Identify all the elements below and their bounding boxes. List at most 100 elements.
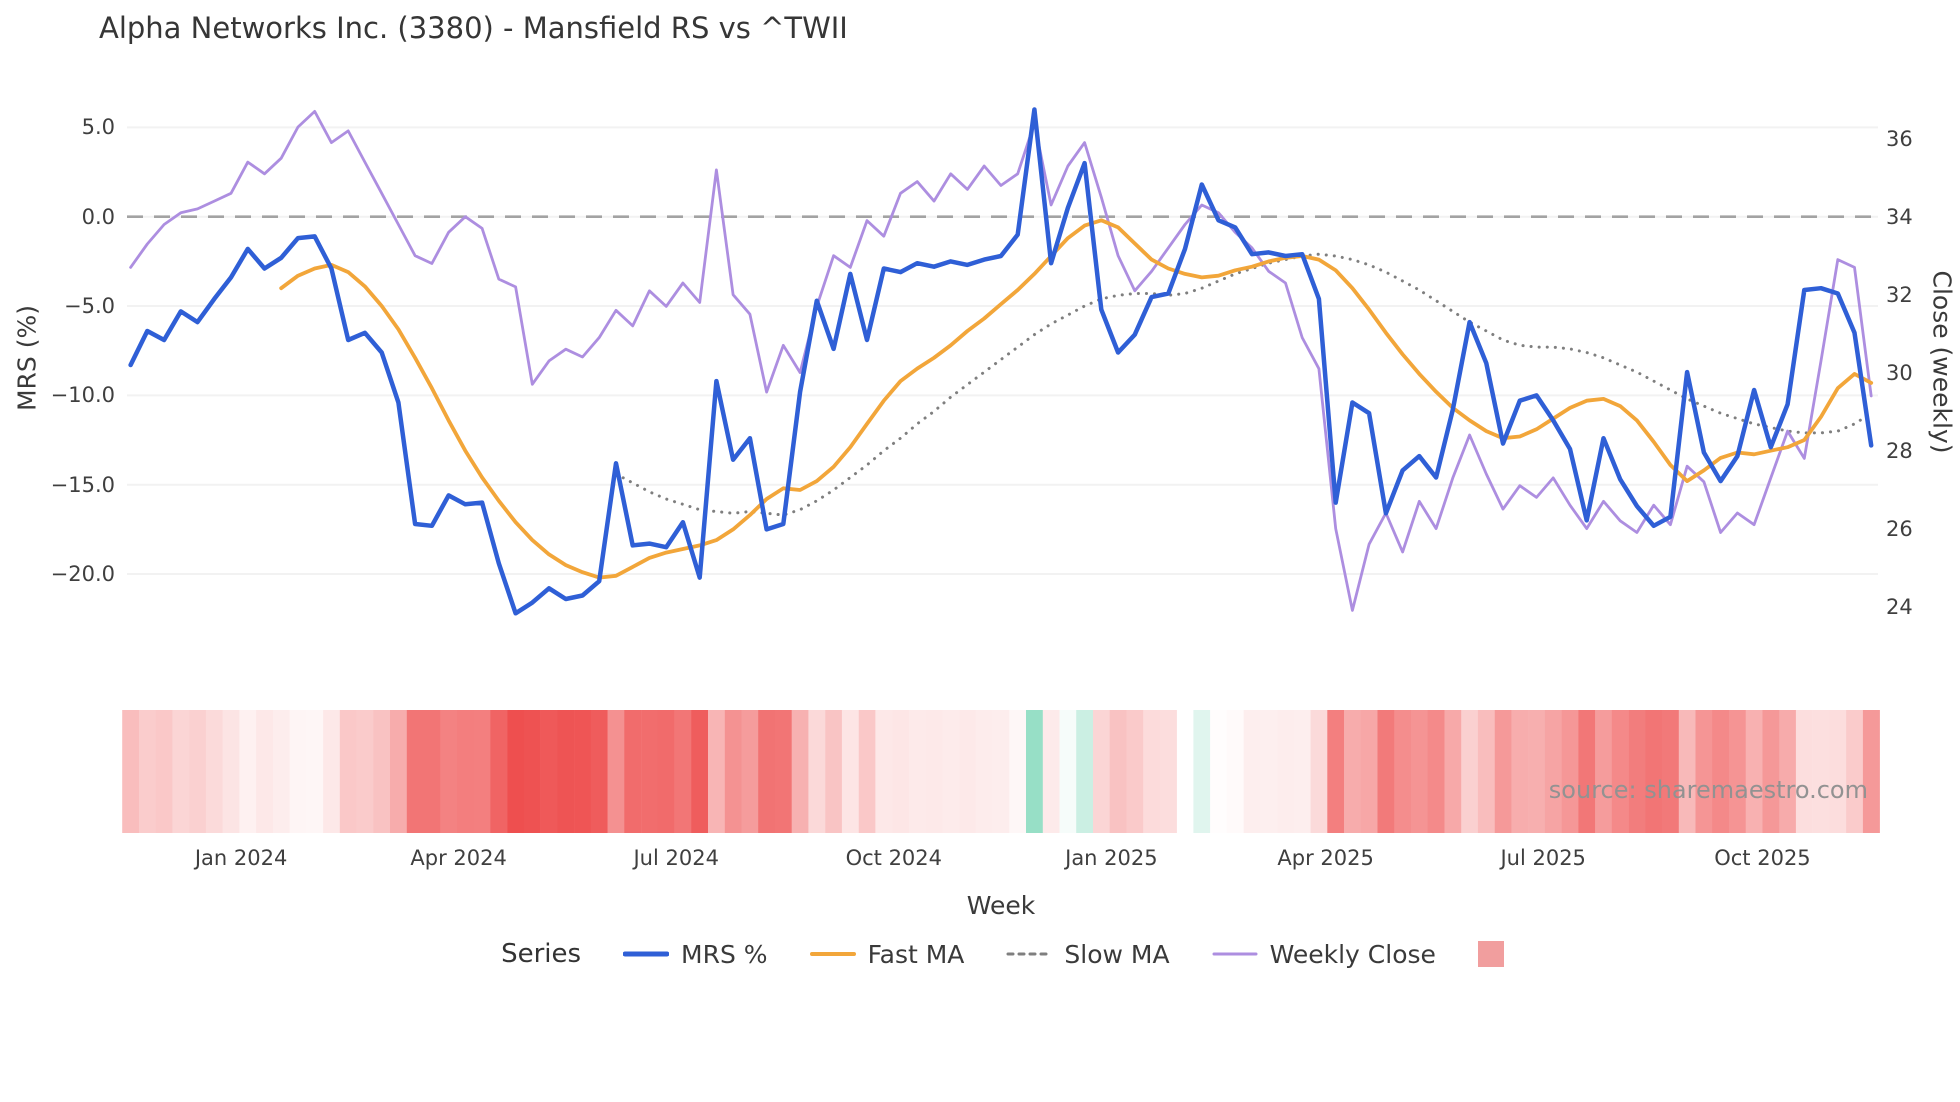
heatmap-cell <box>239 710 257 833</box>
heatmap-cell <box>356 710 374 833</box>
heatmap-cell <box>1544 710 1562 833</box>
heatmap-cell <box>490 710 508 833</box>
heatmap-cell <box>1293 710 1311 833</box>
heatmap-cell <box>1745 710 1763 833</box>
heatmap-cell <box>1494 710 1512 833</box>
heatmap-cell <box>1528 710 1546 833</box>
heatmap-cell <box>1009 710 1027 833</box>
x-tick-label: Jul 2025 <box>1500 846 1586 870</box>
heatmap-cell <box>791 710 809 833</box>
heatmap-cell <box>1344 710 1361 833</box>
heatmap-cell <box>390 710 407 833</box>
heatmap-cell <box>892 710 910 833</box>
heatmap-cell <box>657 710 675 833</box>
heatmap-cell <box>1427 710 1445 833</box>
series-line-slow-ma <box>614 252 1873 517</box>
heatmap-cell <box>1126 710 1144 833</box>
heatmap-cell <box>875 710 893 833</box>
heatmap-cell <box>557 710 575 833</box>
legend: Series MRS % Fast MA Slow MA Weekly Close <box>127 929 1878 979</box>
legend-item: Fast MA <box>809 940 964 969</box>
heatmap-cell <box>1059 710 1077 833</box>
heatmap-cell <box>1109 710 1127 833</box>
heatmap-cell <box>1143 710 1161 833</box>
heatmap-cell <box>641 710 659 833</box>
heatmap-cell <box>858 710 876 833</box>
legend-item-label: Slow MA <box>1064 939 1170 969</box>
heatmap-cell <box>1411 710 1428 833</box>
heatmap-cell <box>808 710 826 833</box>
heatmap-cell <box>825 710 843 833</box>
heatmap-cell <box>1327 710 1345 833</box>
legend-items: MRS % Fast MA Slow MA Weekly Close <box>623 940 1504 969</box>
legend-swatch-solid <box>809 952 856 956</box>
heatmap-cell <box>1511 710 1529 833</box>
heatmap-cell <box>1561 710 1579 833</box>
heatmap-cell <box>1611 710 1629 833</box>
heatmap-cell <box>523 710 541 833</box>
heatmap-cell <box>1377 710 1395 833</box>
heatmap-cell <box>674 710 692 833</box>
legend-swatch-solid <box>623 951 670 957</box>
y-left-tick-label: 0.0 <box>81 204 115 229</box>
heatmap-cell <box>373 710 391 833</box>
legend-item: MRS % <box>623 940 768 969</box>
heatmap-cell <box>1243 710 1261 833</box>
heatmap-cell <box>1477 710 1495 833</box>
heatmap-cell <box>1042 710 1060 833</box>
heatmap-cell <box>139 710 156 833</box>
heatmap-cell <box>1712 710 1730 833</box>
y-right-tick-label: 30 <box>1886 360 1913 385</box>
x-tick-label: Jan 2025 <box>1065 846 1158 870</box>
x-tick-label: Apr 2025 <box>1277 846 1374 870</box>
heatmap-cell <box>339 710 357 833</box>
heatmap-cell <box>590 710 608 833</box>
heatmap-cell <box>975 710 993 833</box>
x-axis-title: Week <box>966 891 1036 920</box>
heatmap-cell <box>205 710 223 833</box>
heatmap-cell <box>440 710 458 833</box>
legend-item: Slow MA <box>1006 939 1170 969</box>
legend-title: Series <box>501 939 582 969</box>
series-line-fast-ma <box>279 218 1874 580</box>
heatmap-cell <box>624 710 642 833</box>
heatmap-cell <box>959 710 977 833</box>
heatmap-cell <box>457 710 474 833</box>
heatmap-cell <box>841 710 859 833</box>
heatmap-cell <box>1678 710 1696 833</box>
heatmap-cell <box>708 710 725 833</box>
legend-item-label: MRS % <box>681 939 768 969</box>
x-tick-label: Apr 2024 <box>410 846 507 870</box>
heatmap-cell <box>607 710 625 833</box>
legend-swatch-solid <box>1212 952 1258 956</box>
heatmap-cell <box>473 710 491 833</box>
heatmap-cell <box>1277 710 1295 833</box>
y-left-tick-label: −5.0 <box>64 294 115 319</box>
heatmap-cell <box>1159 710 1177 833</box>
heatmap-cell <box>306 710 324 833</box>
source-credit: source: sharemaestro.com <box>1548 776 1868 804</box>
heatmap-cell <box>423 710 441 833</box>
heatmap-cell <box>155 710 173 833</box>
heatmap-cell <box>1846 710 1864 833</box>
heatmap-cell <box>1645 710 1663 833</box>
heatmap-cell <box>1595 710 1613 833</box>
heatmap-cell <box>1695 710 1713 833</box>
heatmap-cell <box>1260 710 1278 833</box>
heatmap-cell <box>1226 710 1244 833</box>
heatmap-cell <box>1093 710 1110 833</box>
heatmap-cell <box>406 710 424 833</box>
y-left-tick-label: −20.0 <box>50 562 115 587</box>
heatmap-cell <box>1210 710 1228 833</box>
heatmap-cell <box>272 710 290 833</box>
y-right-tick-label: 26 <box>1886 516 1913 541</box>
heatmap-cell <box>1461 710 1479 833</box>
heatmap-cell <box>507 710 525 833</box>
legend-heatmap-swatch <box>1477 941 1504 967</box>
y-left-tick-label: −15.0 <box>50 472 115 497</box>
heatmap-cell <box>323 710 341 833</box>
y-left-tick-label: −10.0 <box>50 383 115 408</box>
heatmap-cell <box>741 710 759 833</box>
y-right-tick-label: 36 <box>1886 126 1913 151</box>
